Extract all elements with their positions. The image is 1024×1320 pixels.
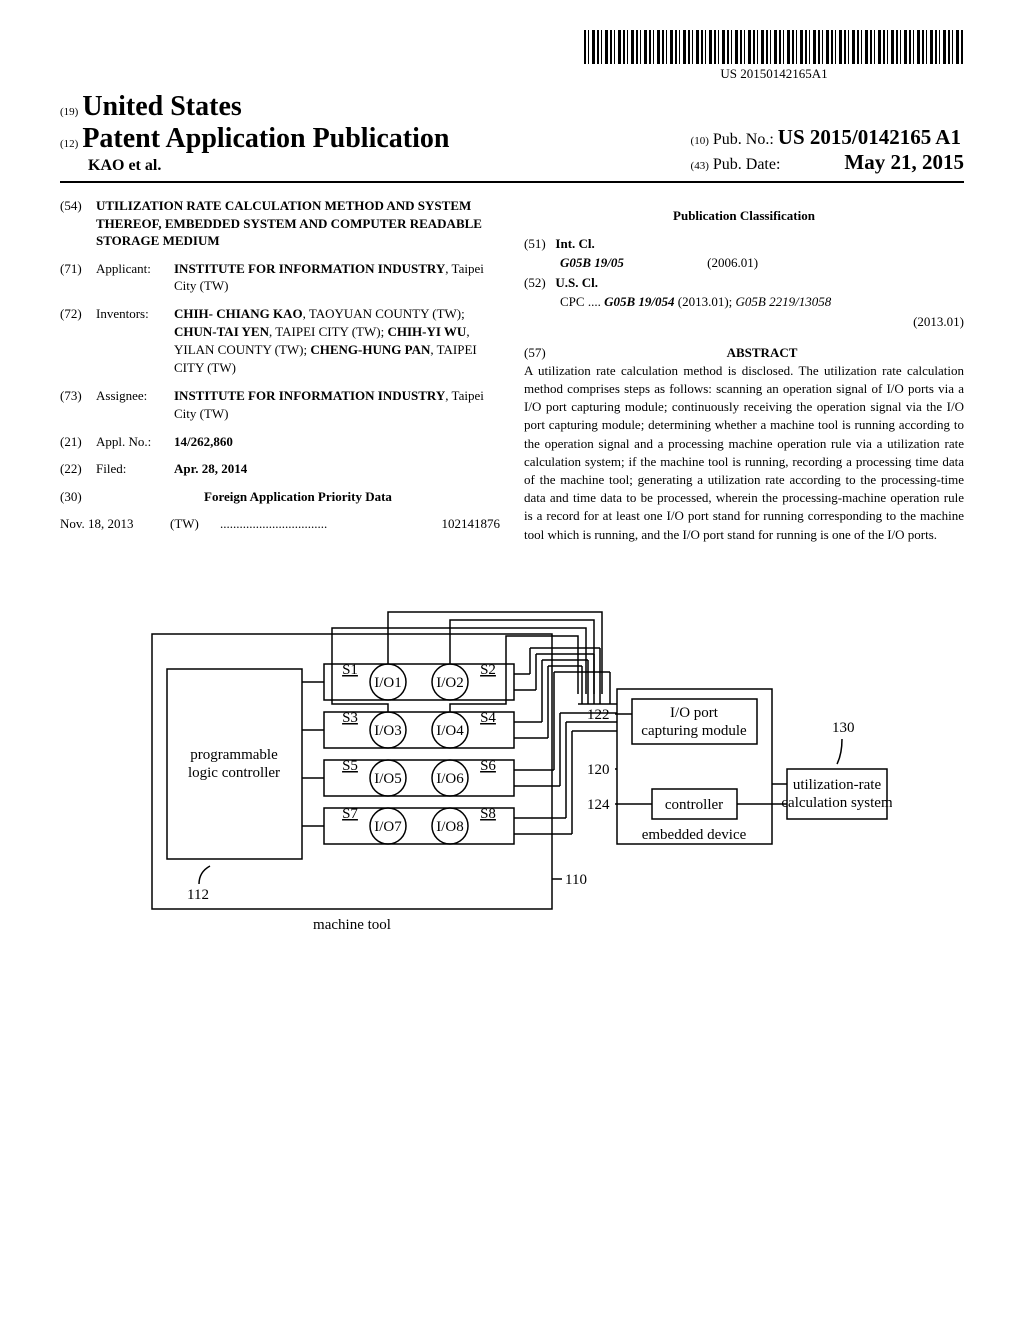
applicant-name: INSTITUTE FOR INFORMATION INDUSTRY — [174, 261, 445, 276]
field-21-label: Appl. No.: — [96, 433, 174, 451]
authors-line: KAO et al. — [60, 157, 449, 175]
priority-heading: Foreign Application Priority Data — [96, 488, 500, 506]
io6-label: I/O6 — [436, 771, 464, 787]
cpc-code-1: G05B 19/054 — [604, 294, 674, 309]
barcode-lines — [584, 30, 964, 64]
invention-title: UTILIZATION RATE CALCULATION METHOD AND … — [96, 197, 500, 250]
appl-no: 14/262,860 — [174, 433, 500, 451]
field-57-num: (57) — [524, 344, 560, 362]
io7-label: I/O7 — [374, 819, 402, 835]
prefix-12: (12) — [60, 138, 78, 150]
io4-label: I/O4 — [436, 723, 464, 739]
assignee-name: INSTITUTE FOR INFORMATION INDUSTRY — [174, 388, 445, 403]
cpc-label: CPC .... — [560, 294, 601, 309]
ref-110: 110 — [565, 872, 587, 888]
ref-124: 124 — [587, 797, 610, 813]
prefix-19: (19) — [60, 106, 78, 118]
abstract-heading: ABSTRACT — [560, 344, 964, 362]
uscl-label: U.S. Cl. — [555, 275, 598, 290]
ref-122: 122 — [587, 707, 610, 723]
field-22-num: (22) — [60, 460, 96, 478]
field-73-label: Assignee: — [96, 387, 174, 422]
s4-label: S4 — [480, 710, 496, 726]
pub-num-label: Pub. No.: — [713, 131, 774, 148]
intcl-label: Int. Cl. — [555, 236, 594, 251]
ref-112: 112 — [187, 887, 209, 903]
header: (19) United States (12) Patent Applicati… — [60, 91, 964, 183]
inventors-text: CHIH- CHIANG KAO, TAOYUAN COUNTY (TW); C… — [174, 305, 500, 378]
io1-label: I/O1 — [374, 675, 402, 691]
io5-label: I/O5 — [374, 771, 402, 787]
field-71-label: Applicant: — [96, 260, 174, 295]
prefix-10: (10) — [691, 135, 709, 147]
plc-label-1: programmable — [190, 747, 278, 763]
intcl-edition: (2006.01) — [707, 255, 758, 270]
abstract-text: A utilization rate calculation method is… — [524, 362, 964, 544]
priority-country: (TW) — [170, 515, 220, 533]
machine-tool-label: machine tool — [313, 917, 391, 933]
ref-130: 130 — [832, 720, 855, 736]
field-54-num: (54) — [60, 197, 96, 250]
s3-label: S3 — [342, 710, 358, 726]
publication-type: Patent Application Publication — [82, 123, 449, 154]
cpc-code-2: G05B 2219/13058 — [736, 294, 832, 309]
s7-label: S7 — [342, 806, 358, 822]
embedded-device-label: embedded device — [642, 827, 747, 843]
s2-label: S2 — [480, 662, 496, 678]
s8-label: S8 — [480, 806, 496, 822]
pub-date: May 21, 2015 — [844, 150, 964, 174]
intcl-code: G05B 19/05 — [560, 255, 624, 270]
barcode-number: US 20150142165A1 — [584, 66, 964, 82]
figure: machine tool programmable logic controll… — [60, 604, 964, 959]
controller-label: controller — [665, 797, 723, 813]
filed-date: Apr. 28, 2014 — [174, 460, 500, 478]
field-51-num: (51) — [524, 236, 546, 251]
pub-num: US 2015/0142165 A1 — [778, 125, 961, 149]
ref-120: 120 — [587, 762, 610, 778]
field-52-num: (52) — [524, 275, 546, 290]
field-72-num: (72) — [60, 305, 96, 378]
figure-svg: machine tool programmable logic controll… — [132, 604, 892, 954]
field-21-num: (21) — [60, 433, 96, 451]
field-72-label: Inventors: — [96, 305, 174, 378]
country: United States — [82, 91, 241, 122]
s1-label: S1 — [342, 662, 358, 678]
priority-dots: ................................. — [220, 515, 420, 533]
prefix-43: (43) — [691, 160, 709, 172]
io8-label: I/O8 — [436, 819, 464, 835]
io-capture-label-1: I/O port — [670, 705, 719, 721]
priority-number: 102141876 — [420, 515, 500, 533]
cpc-date-2: (2013.01) — [524, 313, 964, 331]
plc-label-2: logic controller — [188, 765, 280, 781]
urc-label-1: utilization-rate — [793, 777, 882, 793]
io2-label: I/O2 — [436, 675, 464, 691]
barcode-section: US 20150142165A1 — [60, 30, 964, 83]
io-capture-label-2: capturing module — [641, 723, 747, 739]
field-73-num: (73) — [60, 387, 96, 422]
field-30-num: (30) — [60, 488, 96, 506]
classification-heading: Publication Classification — [524, 207, 964, 225]
s6-label: S6 — [480, 758, 496, 774]
bibliographic-columns: (54) UTILIZATION RATE CALCULATION METHOD… — [60, 197, 964, 544]
field-71-num: (71) — [60, 260, 96, 295]
priority-date: Nov. 18, 2013 — [60, 515, 170, 533]
pub-date-label: Pub. Date: — [713, 156, 781, 173]
urc-label-2: calculation system — [781, 795, 892, 811]
s5-label: S5 — [342, 758, 358, 774]
cpc-date-1: (2013.01); — [678, 294, 733, 309]
field-22-label: Filed: — [96, 460, 174, 478]
io3-label: I/O3 — [374, 723, 402, 739]
